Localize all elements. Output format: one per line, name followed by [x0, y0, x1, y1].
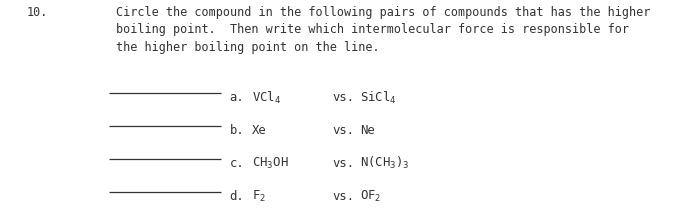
Text: vs.: vs. — [332, 91, 355, 104]
Text: d.: d. — [230, 190, 244, 203]
Text: a.: a. — [230, 91, 244, 104]
Text: c.: c. — [230, 157, 244, 170]
Text: Ne: Ne — [360, 124, 375, 137]
Text: b.: b. — [230, 124, 244, 137]
Text: vs.: vs. — [332, 124, 355, 137]
Text: Circle the compound in the following pairs of compounds that has the higher
boil: Circle the compound in the following pai… — [116, 6, 650, 54]
Text: vs.: vs. — [332, 190, 355, 203]
Text: F$_2$: F$_2$ — [252, 189, 266, 204]
Text: Xe: Xe — [252, 124, 267, 137]
Text: vs.: vs. — [332, 157, 355, 170]
Text: OF$_2$: OF$_2$ — [360, 189, 382, 204]
Text: N(CH$_3$)$_3$: N(CH$_3$)$_3$ — [360, 155, 410, 171]
Text: 10.: 10. — [27, 6, 48, 19]
Text: SiCl$_4$: SiCl$_4$ — [360, 90, 397, 106]
Text: CH$_3$OH: CH$_3$OH — [252, 156, 288, 171]
Text: VCl$_4$: VCl$_4$ — [252, 90, 281, 106]
